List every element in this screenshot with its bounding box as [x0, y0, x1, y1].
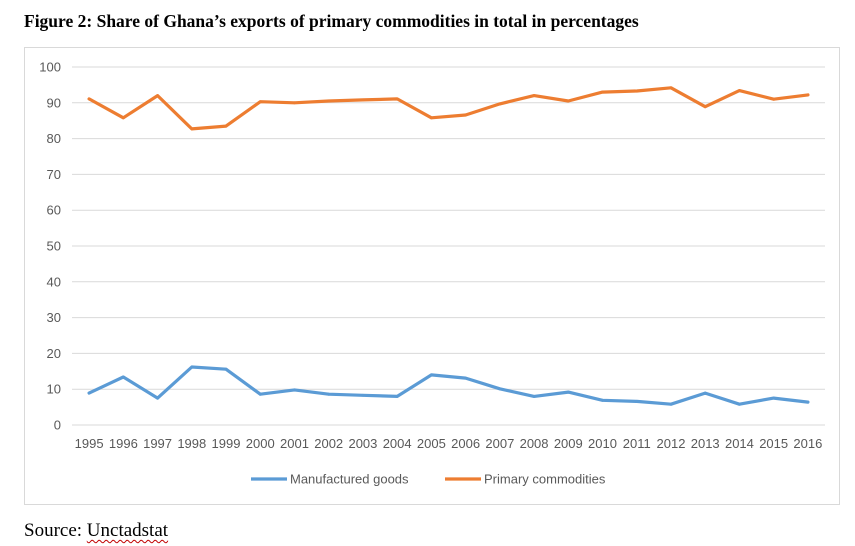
data-point	[190, 365, 194, 369]
chart-area: 0 10 20 30 40 50 60 70 80 90 100 1995 1996 1997 1998 1…	[24, 47, 840, 505]
data-point	[669, 402, 673, 406]
data-point	[395, 97, 399, 101]
data-point	[566, 99, 570, 103]
y-tick-label: 70	[47, 167, 61, 182]
data-point	[156, 94, 159, 98]
x-tick-label: 2007	[485, 436, 514, 451]
legend-label: Primary commodities	[484, 472, 606, 487]
y-tick-label: 0	[54, 418, 61, 433]
data-point	[498, 387, 502, 391]
x-tick-label: 1995	[75, 436, 104, 451]
y-axis-ticks: 0 10 20 30 40 50 60 70 80 90 100	[39, 60, 61, 433]
data-point	[293, 388, 296, 392]
data-point	[566, 390, 570, 394]
x-tick-label: 1996	[109, 436, 138, 451]
data-point	[293, 101, 296, 105]
data-point	[738, 402, 741, 406]
x-tick-label: 2005	[417, 436, 446, 451]
data-point	[361, 98, 365, 102]
y-tick-label: 30	[47, 310, 61, 325]
x-tick-label: 2014	[725, 436, 754, 451]
data-point	[498, 102, 502, 106]
data-point	[395, 394, 399, 398]
data-point	[464, 376, 468, 380]
x-tick-label: 2012	[657, 436, 686, 451]
x-tick-label: 1999	[212, 436, 241, 451]
data-point	[224, 124, 228, 128]
data-point	[635, 89, 639, 93]
series-line-0	[87, 365, 810, 406]
data-point	[772, 97, 776, 101]
data-point	[806, 93, 810, 97]
y-tick-label: 50	[47, 239, 61, 254]
data-point	[464, 113, 468, 117]
source-note: Source: Unctadstat	[24, 520, 168, 542]
series-line-1	[87, 86, 810, 131]
data-point	[224, 367, 228, 371]
data-point	[258, 100, 262, 104]
data-point	[772, 396, 776, 400]
x-tick-label: 2006	[451, 436, 480, 451]
y-tick-label: 80	[47, 131, 61, 146]
source-name: Unctadstat	[86, 520, 169, 541]
x-tick-label: 2010	[588, 436, 617, 451]
x-tick-label: 2000	[246, 436, 275, 451]
x-tick-label: 2003	[348, 436, 377, 451]
x-tick-label: 1998	[177, 436, 206, 451]
data-point	[738, 89, 741, 93]
y-tick-label: 90	[47, 95, 61, 110]
series-lines	[87, 86, 810, 406]
x-tick-label: 2013	[691, 436, 720, 451]
legend-label: Manufactured goods	[290, 472, 409, 487]
x-axis-ticks: 1995 1996 1997 1998 1999 2000 2001 2002 2003 2004…	[75, 436, 823, 451]
x-tick-label: 2016	[793, 436, 822, 451]
y-tick-label: 20	[47, 346, 61, 361]
data-point	[121, 375, 125, 379]
data-point	[669, 86, 673, 90]
data-point	[532, 94, 536, 98]
data-point	[601, 398, 604, 402]
data-point	[190, 127, 194, 131]
x-tick-label: 2008	[520, 436, 549, 451]
x-tick-label: 2009	[554, 436, 583, 451]
data-point	[327, 392, 331, 396]
x-tick-label: 2004	[383, 436, 412, 451]
data-point	[361, 393, 365, 397]
y-tick-label: 10	[47, 382, 61, 397]
data-point	[156, 396, 159, 400]
data-point	[429, 116, 433, 120]
source-label: Source:	[24, 520, 83, 541]
data-point	[635, 399, 639, 403]
data-point	[87, 97, 91, 101]
data-point	[806, 400, 810, 404]
x-tick-label: 2001	[280, 436, 309, 451]
data-point	[87, 391, 91, 395]
data-point	[429, 373, 433, 377]
x-tick-label: 2011	[623, 436, 651, 451]
figure-title: Figure 2: Share of Ghana’s exports of pr…	[24, 11, 639, 31]
x-tick-label: 1997	[143, 436, 172, 451]
y-tick-label: 100	[39, 60, 61, 75]
data-point	[703, 391, 707, 395]
data-point	[601, 90, 604, 94]
data-point	[121, 116, 125, 120]
data-point	[258, 392, 262, 396]
y-tick-label: 40	[47, 274, 61, 289]
data-point	[703, 105, 707, 109]
legend: Manufactured goods Primary commodities	[251, 472, 606, 487]
y-tick-label: 60	[47, 203, 61, 218]
data-point	[327, 99, 331, 103]
x-tick-label: 2015	[759, 436, 788, 451]
data-point	[532, 394, 536, 398]
x-tick-label: 2002	[314, 436, 343, 451]
